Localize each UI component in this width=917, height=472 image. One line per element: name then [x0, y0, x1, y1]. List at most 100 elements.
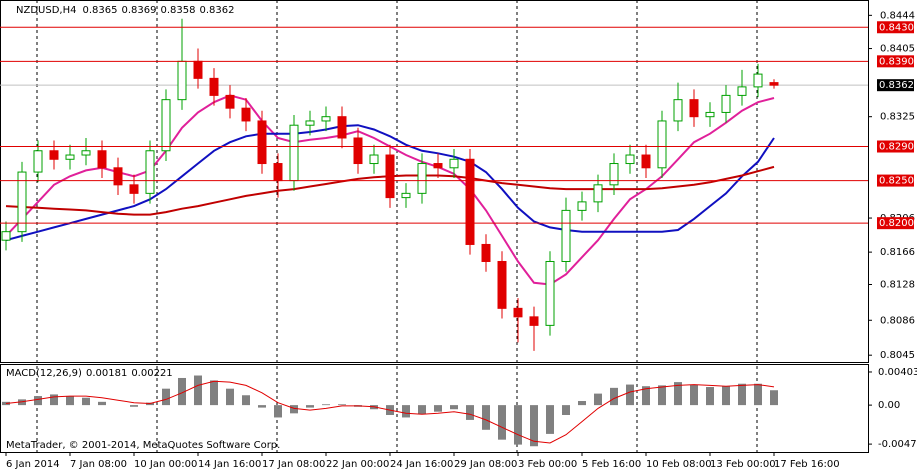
signal-last: 0.00221 [131, 368, 172, 379]
candle-body [145, 150, 155, 194]
candle-body [417, 163, 427, 194]
last-close: 0.8362 [199, 5, 234, 16]
candle-body [449, 158, 459, 169]
macd-bar [338, 404, 346, 406]
macd-bar [738, 383, 746, 406]
current-price-label: 0.8362 [879, 80, 914, 91]
macd-bar [226, 388, 234, 406]
macd-bar [274, 405, 282, 418]
level-label-box [877, 55, 914, 68]
footer: MetaTrader, © 2001-2014, MetaQuotes Soft… [6, 440, 280, 451]
candle-body [113, 167, 123, 186]
macd-bar [466, 405, 474, 420]
candle-body [337, 116, 347, 139]
macd-bar [66, 396, 74, 406]
level-label: 0.8290 [879, 142, 914, 153]
macd-bar [210, 380, 218, 406]
macd-bar [562, 405, 570, 415]
candle-body [753, 73, 763, 88]
candle-body [593, 184, 603, 203]
macd-bar [50, 394, 58, 406]
plot [0, 18, 868, 447]
macd-bar [594, 393, 602, 406]
y-tick-label: 0.00 [878, 400, 900, 411]
x-tick-label: 29 Jan 08:00 [454, 459, 517, 470]
candle-body [721, 94, 731, 113]
macd-bar [722, 386, 730, 406]
level-label: 0.8430 [879, 22, 914, 33]
macd-bar [626, 384, 634, 406]
y-tick-label: 0.8405 [880, 44, 915, 55]
macd-bar [514, 405, 522, 445]
candle-body [353, 137, 363, 165]
last-open: 0.8365 [82, 5, 117, 16]
candle-body [49, 150, 59, 160]
candle-body [17, 171, 27, 233]
candle-body [33, 150, 43, 173]
candle-body [273, 163, 283, 182]
macd-bar [610, 387, 618, 406]
candle-body [241, 107, 251, 122]
level-label-box [877, 174, 914, 187]
candle-body [65, 154, 75, 160]
candle-body [209, 77, 219, 96]
candle-body [177, 60, 187, 101]
macd-bar [530, 405, 538, 447]
signal-line [5, 380, 775, 444]
y-tick-label: 0.00403 [878, 367, 917, 378]
y-tick-label: 0.8086 [880, 315, 915, 326]
candle-body [97, 150, 107, 169]
level-label: 0.8390 [879, 56, 914, 67]
moving-average [5, 124, 775, 242]
y-tick-label: 0.8128 [880, 279, 915, 290]
x-tick-label: 13 Feb 00:00 [710, 459, 776, 470]
candle-body [81, 150, 91, 156]
macd-bar [418, 405, 426, 415]
candle-body [257, 120, 267, 165]
x-tick-label: 6 Jan 2014 [6, 459, 60, 470]
candle-body [385, 154, 395, 199]
macd-bar [578, 401, 586, 406]
macd-bar [258, 405, 266, 408]
macd-bar [322, 404, 330, 406]
candle-body [513, 307, 523, 318]
level-label: 0.8250 [879, 176, 914, 187]
x-tick-label: 17 Jan 08:00 [262, 459, 325, 470]
macd-bar [450, 405, 458, 410]
candle-body [641, 154, 651, 169]
macd-bar [770, 390, 778, 406]
macd-bar [306, 405, 314, 408]
macd-bar [498, 405, 506, 440]
candle-body [289, 124, 299, 182]
last-high: 0.8369 [121, 5, 156, 16]
candle-body [609, 163, 619, 186]
symbol: NZDUSD,H4 [16, 5, 76, 16]
level-label-box [877, 140, 914, 153]
candle-body [689, 99, 699, 118]
macd-bar [658, 385, 666, 406]
macd-bar [482, 405, 490, 430]
macd-header: MACD(12,26,9) 0.00181 0.00221 [6, 368, 173, 379]
y-tick-label: 0.8045 [880, 350, 915, 361]
candle-body [481, 243, 491, 262]
candle-body [769, 82, 779, 86]
macd-bar [82, 397, 90, 406]
macd-bar [34, 396, 42, 406]
current-price-box [877, 79, 914, 92]
macd-bar [754, 383, 762, 406]
candle-body [433, 163, 443, 169]
candle-body [737, 86, 747, 96]
macd-last: 0.00181 [86, 368, 127, 379]
candle-body [1, 231, 11, 241]
y-tick-label: -0.00474 [878, 439, 917, 450]
candle-body [161, 99, 171, 152]
x-tick-label: 5 Feb 16:00 [582, 459, 641, 470]
macd-bar [546, 405, 554, 434]
candle-body [401, 192, 411, 199]
candle-body [657, 120, 667, 169]
macd-bar [706, 387, 714, 406]
candle-body [193, 60, 203, 79]
macd-bar [98, 401, 106, 406]
